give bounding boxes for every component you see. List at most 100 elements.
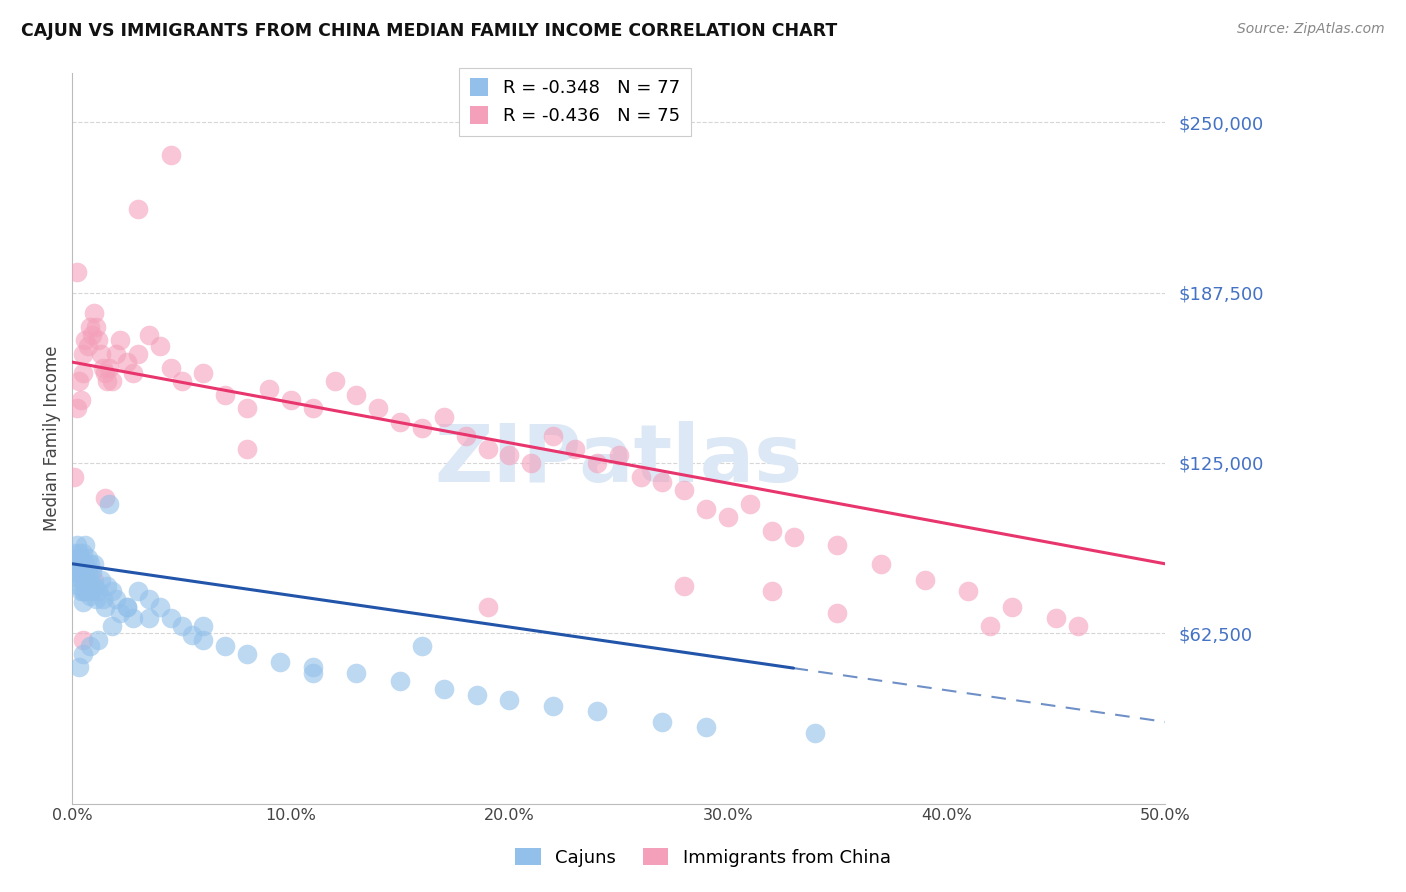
Point <box>70 551 93 566</box>
Point <box>761 584 783 599</box>
Point <box>673 483 696 498</box>
Point <box>782 529 804 543</box>
Point <box>115 600 138 615</box>
Point <box>96 578 118 592</box>
Point <box>70 562 93 576</box>
Point <box>72 347 94 361</box>
Point <box>717 510 740 524</box>
Point <box>301 401 323 416</box>
Point <box>91 360 114 375</box>
Legend: R = -0.348   N = 77, R = -0.436   N = 75: R = -0.348 N = 77, R = -0.436 N = 75 <box>460 68 690 136</box>
Point <box>122 366 145 380</box>
Point <box>389 673 412 688</box>
Point <box>344 665 367 680</box>
Point <box>761 524 783 538</box>
Point <box>83 578 105 592</box>
Point <box>70 393 93 408</box>
Point <box>411 639 433 653</box>
Point <box>94 600 117 615</box>
Point <box>127 202 149 217</box>
Point <box>389 415 412 429</box>
Point <box>149 339 172 353</box>
Point <box>520 456 543 470</box>
Point <box>76 578 98 592</box>
Point <box>87 633 110 648</box>
Point <box>804 725 827 739</box>
Point <box>433 682 456 697</box>
Point <box>65 570 87 584</box>
Point <box>67 546 90 560</box>
Point <box>70 573 93 587</box>
Point <box>127 584 149 599</box>
Point <box>79 557 101 571</box>
Point <box>110 334 132 348</box>
Point <box>170 619 193 633</box>
Point <box>67 565 90 579</box>
Point <box>214 388 236 402</box>
Point <box>72 584 94 599</box>
Point <box>65 401 87 416</box>
Point <box>957 584 980 599</box>
Point <box>127 347 149 361</box>
Point <box>115 355 138 369</box>
Point <box>76 551 98 566</box>
Point <box>75 557 97 571</box>
Point <box>454 428 477 442</box>
Point <box>138 327 160 342</box>
Point <box>1045 611 1067 625</box>
Point <box>91 592 114 607</box>
Point <box>79 590 101 604</box>
Point <box>67 374 90 388</box>
Point <box>76 565 98 579</box>
Point <box>65 265 87 279</box>
Point <box>72 595 94 609</box>
Point <box>65 559 87 574</box>
Point <box>115 600 138 615</box>
Point <box>651 475 673 489</box>
Point <box>498 693 520 707</box>
Point <box>541 428 564 442</box>
Point <box>63 565 86 579</box>
Point <box>67 578 90 592</box>
Point <box>80 584 103 599</box>
Text: CAJUN VS IMMIGRANTS FROM CHINA MEDIAN FAMILY INCOME CORRELATION CHART: CAJUN VS IMMIGRANTS FROM CHINA MEDIAN FA… <box>21 22 838 40</box>
Point <box>79 319 101 334</box>
Point <box>75 538 97 552</box>
Point <box>170 374 193 388</box>
Point <box>914 573 936 587</box>
Point <box>236 401 259 416</box>
Point <box>87 584 110 599</box>
Point <box>94 366 117 380</box>
Point <box>67 660 90 674</box>
Point <box>870 557 893 571</box>
Point <box>280 393 302 408</box>
Point <box>738 497 761 511</box>
Point <box>63 546 86 560</box>
Point <box>75 570 97 584</box>
Point <box>695 502 717 516</box>
Point <box>979 619 1001 633</box>
Point <box>607 448 630 462</box>
Point <box>257 383 280 397</box>
Point <box>72 570 94 584</box>
Point <box>98 497 121 511</box>
Point <box>100 374 122 388</box>
Point <box>84 319 107 334</box>
Point <box>110 606 132 620</box>
Legend: Cajuns, Immigrants from China: Cajuns, Immigrants from China <box>508 841 898 874</box>
Point <box>72 366 94 380</box>
Point <box>122 611 145 625</box>
Point <box>149 600 172 615</box>
Point <box>673 578 696 592</box>
Point <box>411 420 433 434</box>
Point <box>301 665 323 680</box>
Point <box>433 409 456 424</box>
Point <box>159 611 181 625</box>
Point <box>72 633 94 648</box>
Point <box>65 551 87 566</box>
Y-axis label: Median Family Income: Median Family Income <box>44 346 60 531</box>
Point <box>564 442 586 457</box>
Point <box>825 538 848 552</box>
Point <box>96 374 118 388</box>
Point <box>1066 619 1088 633</box>
